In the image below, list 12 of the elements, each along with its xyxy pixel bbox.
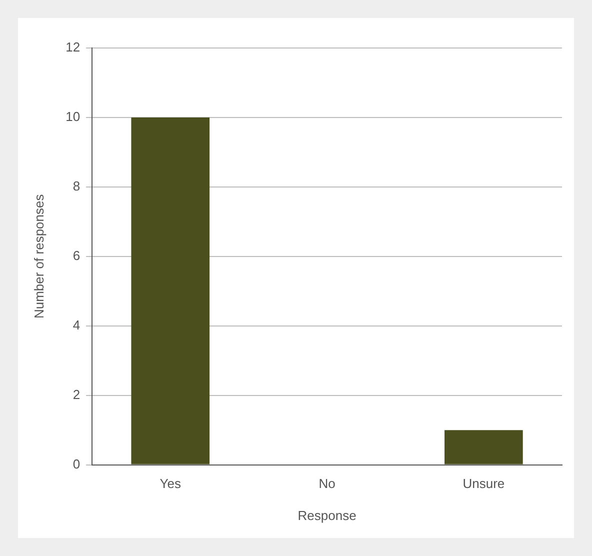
y-tick-label: 0 xyxy=(72,456,80,472)
y-axis-title: Number of responses xyxy=(31,194,46,319)
y-tick-label: 10 xyxy=(66,109,80,124)
y-tick-label: 12 xyxy=(66,40,80,55)
y-tick-label: 2 xyxy=(72,386,80,402)
y-tick-label: 4 xyxy=(72,317,80,332)
y-tick-label: 8 xyxy=(72,178,80,194)
y-tick-label: 6 xyxy=(72,248,80,263)
x-tick-label: Yes xyxy=(160,476,182,492)
x-tick-label: No xyxy=(318,476,336,492)
x-tick-label: Unsure xyxy=(462,476,505,492)
x-axis-title: Response xyxy=(298,508,356,523)
